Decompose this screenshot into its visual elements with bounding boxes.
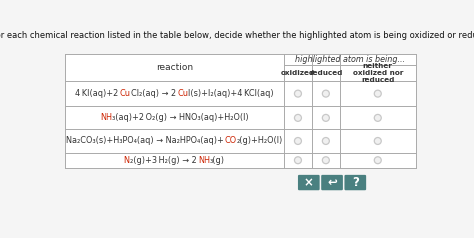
FancyBboxPatch shape [321, 175, 343, 190]
Text: CO: CO [224, 136, 236, 145]
Circle shape [374, 138, 381, 144]
Text: ×: × [304, 176, 314, 189]
Text: Cu: Cu [177, 89, 188, 98]
Circle shape [294, 114, 301, 121]
Circle shape [322, 90, 329, 97]
Text: ₂(g)+H₂O(l): ₂(g)+H₂O(l) [236, 136, 283, 145]
Text: For each chemical reaction listed in the table below, decide whether the highlig: For each chemical reaction listed in the… [0, 31, 474, 40]
Circle shape [294, 157, 301, 164]
Circle shape [322, 138, 329, 144]
Text: Na₂CO₃(s)+H₃PO₄(aq) → Na₂HPO₄(aq)+: Na₂CO₃(s)+H₃PO₄(aq) → Na₂HPO₄(aq)+ [66, 136, 224, 145]
Text: oxidized: oxidized [281, 70, 315, 76]
Text: I(s)+I₂(aq)+4 KCl(aq): I(s)+I₂(aq)+4 KCl(aq) [188, 89, 274, 98]
Circle shape [322, 157, 329, 164]
Bar [64, 54, 416, 168]
Circle shape [374, 157, 381, 164]
Text: N: N [124, 156, 130, 165]
Text: NH: NH [198, 156, 210, 165]
FancyBboxPatch shape [298, 175, 319, 190]
Text: Cl₂(aq) → 2: Cl₂(aq) → 2 [131, 89, 177, 98]
Circle shape [322, 114, 329, 121]
Text: Cu: Cu [119, 89, 131, 98]
Circle shape [294, 138, 301, 144]
Text: reaction: reaction [156, 63, 193, 72]
Text: ₃(aq)+2 O₂(g) → HNO₃(aq)+H₂O(l): ₃(aq)+2 O₂(g) → HNO₃(aq)+H₂O(l) [112, 113, 249, 122]
Text: ↩: ↩ [327, 176, 337, 189]
Text: reduced: reduced [309, 70, 343, 76]
Text: neither
oxidized nor
reduced: neither oxidized nor reduced [353, 63, 403, 83]
Text: ?: ? [352, 176, 359, 189]
FancyBboxPatch shape [345, 175, 366, 190]
Text: highlighted atom is being...: highlighted atom is being... [295, 55, 405, 64]
Text: ₂(g)+3 H₂(g) → 2: ₂(g)+3 H₂(g) → 2 [130, 156, 198, 165]
Text: ₃(g): ₃(g) [210, 156, 225, 165]
Text: NH: NH [100, 113, 112, 122]
Circle shape [374, 114, 381, 121]
Circle shape [294, 90, 301, 97]
Circle shape [374, 90, 381, 97]
Text: 4 KI(aq)+2: 4 KI(aq)+2 [75, 89, 119, 98]
